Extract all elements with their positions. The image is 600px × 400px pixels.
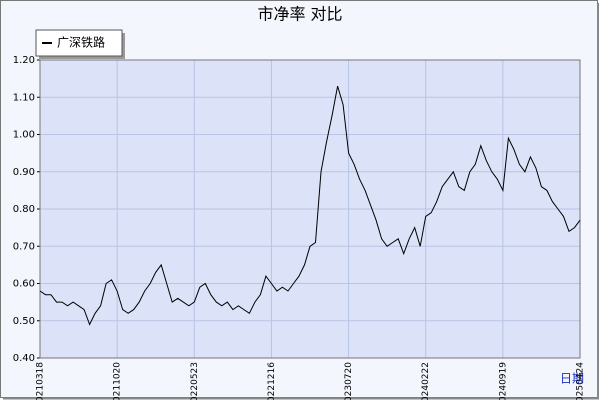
- x-tick-label: 20240919: [498, 362, 508, 400]
- x-tick-label: 20220523: [190, 362, 200, 400]
- x-tick-label: 20240222: [421, 362, 431, 400]
- y-tick-label: 1.10: [13, 92, 35, 103]
- x-axis-title: 日期: [560, 372, 584, 386]
- x-tick-label: 20221216: [267, 362, 277, 400]
- y-tick-label: 0.80: [13, 204, 35, 215]
- x-tick-label: 20230720: [344, 362, 354, 400]
- legend-box: [35, 29, 123, 57]
- y-tick-label: 0.70: [13, 241, 35, 252]
- y-tick-label: 0.40: [13, 353, 35, 364]
- y-tick-label: 0.90: [13, 167, 35, 178]
- chart-title: 市净率 对比: [257, 5, 342, 24]
- y-tick-label: 1.20: [13, 55, 35, 66]
- legend-label: 广深铁路: [57, 35, 105, 50]
- plot-border: [39, 59, 581, 359]
- y-tick-label: 0.60: [13, 279, 35, 290]
- y-tick-label: 1.00: [13, 130, 35, 141]
- x-tick-label: 20210318: [36, 362, 46, 400]
- series-line: [39, 85, 581, 326]
- x-tick-label: 20211020: [113, 362, 123, 400]
- x-tick-label: 20250424: [576, 362, 586, 400]
- y-tick-label: 0.50: [13, 316, 35, 327]
